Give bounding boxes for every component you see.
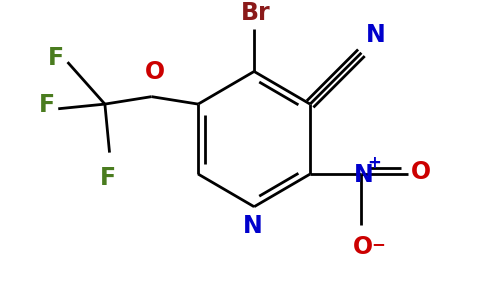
Text: −: −: [371, 235, 385, 253]
Text: F: F: [39, 93, 55, 117]
Text: F: F: [100, 166, 116, 190]
Text: Br: Br: [241, 1, 271, 25]
Text: +: +: [367, 154, 381, 172]
Text: N: N: [365, 23, 385, 47]
Text: F: F: [48, 46, 64, 70]
Text: O: O: [353, 235, 373, 259]
Text: O: O: [145, 60, 166, 84]
Text: N: N: [242, 214, 262, 238]
Text: N: N: [353, 163, 373, 187]
Text: O: O: [411, 160, 431, 184]
